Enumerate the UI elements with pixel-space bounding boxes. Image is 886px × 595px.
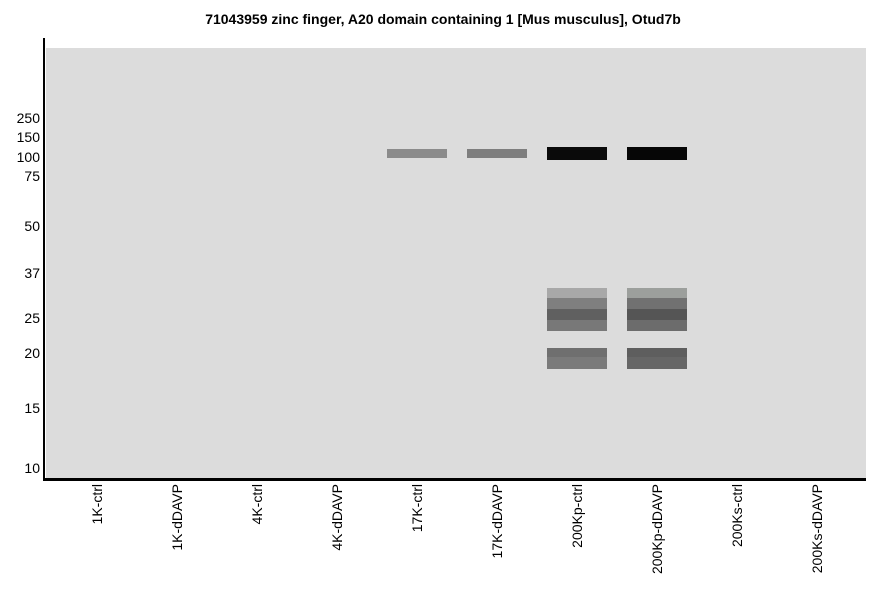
gel-band bbox=[627, 298, 687, 309]
y-axis-ticks: 250 150 100 75 50 37 25 20 15 10 bbox=[0, 0, 41, 595]
x-lane-label: 4K-dDAVP bbox=[329, 484, 345, 551]
plot-title: 71043959 zinc finger, A20 domain contain… bbox=[205, 11, 681, 27]
gel-band bbox=[547, 357, 607, 369]
gel-band bbox=[547, 320, 607, 331]
x-lane-label: 4K-ctrl bbox=[249, 484, 265, 525]
x-axis-spine bbox=[43, 478, 866, 481]
y-tick-label: 10 bbox=[24, 460, 40, 476]
x-lane-label: 1K-ctrl bbox=[89, 484, 105, 525]
x-lane-label: 1K-dDAVP bbox=[169, 484, 185, 551]
y-tick-label: 37 bbox=[24, 265, 40, 281]
y-tick-label: 150 bbox=[16, 129, 40, 145]
y-tick-label: 250 bbox=[16, 110, 40, 126]
gel-band bbox=[547, 309, 607, 320]
gel-band bbox=[627, 147, 687, 160]
x-lane-label: 17K-dDAVP bbox=[489, 484, 505, 559]
gel-band bbox=[547, 298, 607, 309]
y-tick-label: 75 bbox=[24, 168, 40, 184]
y-tick-label: 50 bbox=[24, 218, 40, 234]
y-tick-label: 25 bbox=[24, 310, 40, 326]
x-lane-label: 200Kp-ctrl bbox=[569, 484, 585, 548]
gel-band bbox=[627, 309, 687, 320]
gel-band bbox=[547, 288, 607, 298]
y-tick-label: 20 bbox=[24, 345, 40, 361]
x-lane-label: 200Kp-dDAVP bbox=[649, 484, 665, 575]
y-tick-label: 100 bbox=[16, 149, 40, 165]
gel-band bbox=[627, 320, 687, 331]
gel-band bbox=[547, 348, 607, 357]
y-axis-spine bbox=[43, 38, 45, 481]
gel-band bbox=[627, 357, 687, 369]
x-lane-label: 200Ks-dDAVP bbox=[809, 484, 825, 574]
gel-band bbox=[627, 348, 687, 357]
gel-band bbox=[387, 149, 447, 158]
gel-band bbox=[467, 149, 527, 158]
gel-band bbox=[627, 288, 687, 298]
gel-band bbox=[547, 147, 607, 160]
gel-plot-area bbox=[46, 48, 866, 479]
x-lane-label: 200Ks-ctrl bbox=[729, 484, 745, 548]
x-lane-label: 17K-ctrl bbox=[409, 484, 425, 533]
y-tick-label: 15 bbox=[24, 400, 40, 416]
